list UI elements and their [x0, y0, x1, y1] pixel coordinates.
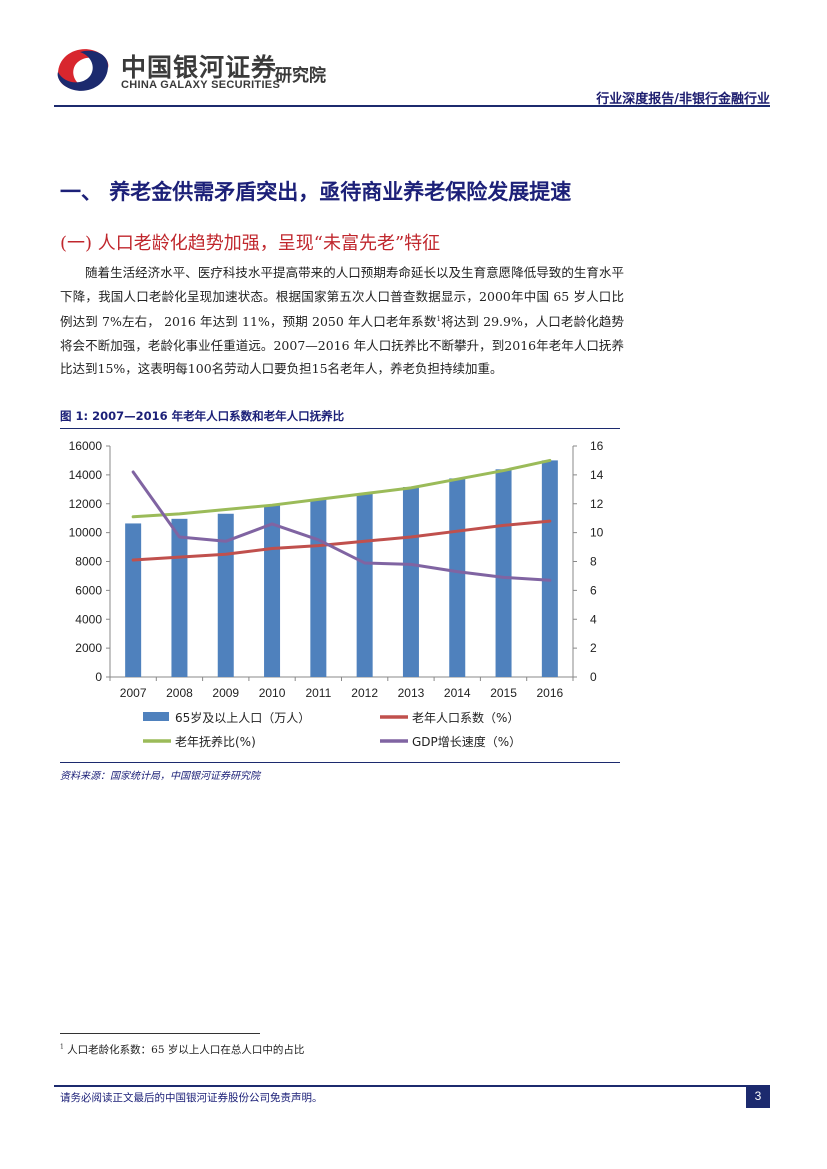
y-left-tick-label: 10000 — [69, 526, 103, 540]
x-tick-label: 2010 — [259, 686, 286, 700]
x-tick-label: 2015 — [490, 686, 517, 700]
footnote: 1 人口老龄化系数：65 岁以上人口在总人口中的占比 — [60, 1042, 304, 1057]
paragraph-text-a: 随着生活经济水平、医疗科技水平提高带来的人口预期寿命延长以及生育意愿降低导致的生… — [60, 265, 624, 330]
galaxy-logo-icon — [57, 49, 109, 91]
x-tick-label: 2012 — [351, 686, 378, 700]
series-line — [131, 519, 552, 562]
section-heading: 一、 养老金供需矛盾突出，亟待商业养老保险发展提速 — [60, 180, 572, 204]
legend-label: 老年人口系数（%） — [412, 710, 519, 725]
legend-label: GDP增长速度（%） — [412, 734, 521, 749]
y-left-tick-label: 0 — [95, 670, 102, 684]
brand-institute: 研究院 — [275, 66, 326, 86]
footnote-text: 人口老龄化系数：65 岁以上人口在总人口中的占比 — [63, 1044, 305, 1056]
footnote-divider — [60, 1033, 260, 1034]
y-right-tick-label: 0 — [590, 670, 597, 684]
bar — [541, 460, 558, 677]
figure-caption: 图 1: 2007—2016 年老年人口系数和老年人口抚养比 — [60, 409, 345, 423]
y-left-tick-label: 14000 — [69, 468, 103, 482]
y-right-tick-label: 10 — [590, 526, 604, 540]
bar — [125, 523, 142, 677]
figure-source: 资料来源：国家统计局，中国银河证券研究院 — [60, 771, 260, 782]
y-right-tick-label: 14 — [590, 468, 604, 482]
footnote-mark: 1 — [60, 1043, 64, 1051]
figure-rule-bottom — [60, 762, 620, 763]
y-right-tick-label: 12 — [590, 497, 604, 511]
y-right-tick-label: 4 — [590, 612, 597, 626]
body-paragraph: 随着生活经济水平、医疗科技水平提高带来的人口预期寿命延长以及生育意愿降低导致的生… — [60, 261, 624, 381]
header-divider — [54, 105, 770, 107]
footer-disclaimer: 请务必阅读正文最后的中国银河证券股份公司免责声明。 — [60, 1092, 323, 1104]
x-tick-label: 2008 — [166, 686, 193, 700]
x-tick-label: 2014 — [444, 686, 471, 700]
brand-name-en: CHINA GALAXY SECURITIES — [121, 79, 281, 91]
footer-divider — [54, 1085, 770, 1087]
bar — [310, 499, 327, 677]
y-left-tick-label: 8000 — [75, 555, 102, 569]
subsection-heading: (一) 人口老龄化趋势加强，呈现“未富先老”特征 — [60, 233, 441, 254]
y-right-tick-label: 8 — [590, 555, 597, 569]
x-tick-label: 2011 — [305, 686, 331, 700]
bar — [171, 518, 188, 677]
bar — [449, 478, 466, 677]
legend-label: 老年抚养比(%) — [175, 734, 256, 749]
series-line — [131, 470, 552, 582]
bar — [495, 469, 512, 677]
footnote-ref: 1 — [436, 315, 441, 323]
y-right-tick-label: 6 — [590, 583, 597, 597]
y-right-tick-label: 2 — [590, 641, 597, 655]
legend-swatch — [143, 712, 169, 721]
y-left-tick-label: 16000 — [69, 439, 103, 453]
series-line — [131, 458, 552, 519]
figure-rule-top — [60, 428, 620, 429]
bar — [402, 486, 419, 677]
y-left-tick-label: 12000 — [69, 497, 103, 511]
y-left-tick-label: 4000 — [75, 612, 102, 626]
population-chart: 0 2000 4000 6000 8000 10000 12000 14000 16000 0 2 4… — [69, 439, 604, 749]
bar — [356, 493, 373, 677]
x-tick-label: 2013 — [398, 686, 425, 700]
report-type: 行业深度报告/非银行金融行业 — [596, 92, 770, 107]
y-left-tick-label: 6000 — [75, 583, 102, 597]
brand-name-cn: 中国银河证券 — [121, 53, 278, 82]
paragraph-text-b: 将达到 29.9%，人口老龄化趋势将会不断加强，老龄化事业任重道远。2007—2… — [60, 314, 625, 377]
bar — [264, 505, 281, 677]
y-left-tick-label: 2000 — [75, 641, 102, 655]
x-tick-label: 2007 — [120, 686, 147, 700]
page-number: 3 — [746, 1085, 770, 1108]
legend-label: 65岁及以上人口（万人） — [175, 710, 310, 725]
y-right-tick-label: 16 — [590, 439, 604, 453]
x-tick-label: 2016 — [536, 686, 563, 700]
x-tick-label: 2009 — [212, 686, 239, 700]
